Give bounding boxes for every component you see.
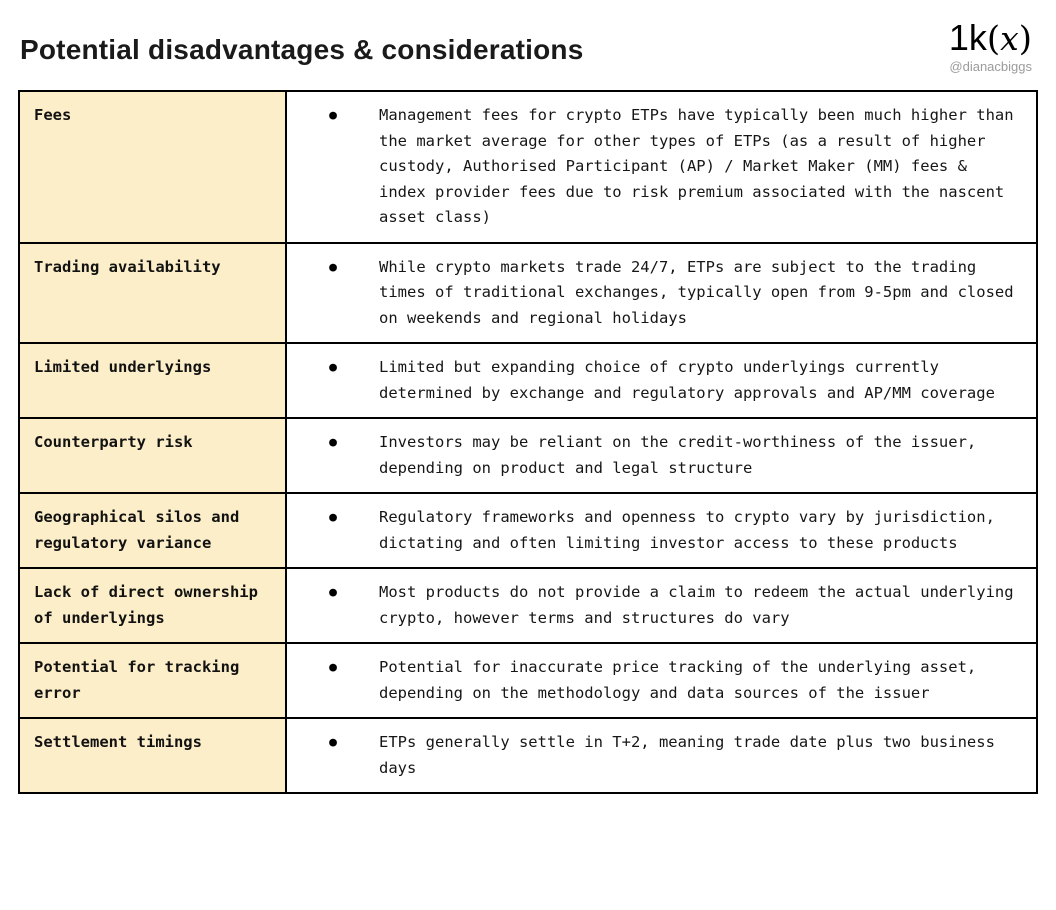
row-label: Lack of direct ownership of underlyings (20, 569, 287, 642)
disadvantages-table: Fees ● Management fees for crypto ETPs h… (18, 90, 1038, 794)
row-description: ● Investors may be reliant on the credit… (287, 419, 1036, 492)
row-description-text: Most products do not provide a claim to … (379, 583, 1014, 627)
row-description: ● Potential for inaccurate price trackin… (287, 644, 1036, 717)
row-label: Trading availability (20, 243, 287, 342)
row-description-text: While crypto markets trade 24/7, ETPs ar… (379, 257, 1014, 327)
1kx-logo: 1k(x) (948, 17, 1032, 59)
table-row-fees: Fees ● Management fees for crypto ETPs h… (20, 92, 1036, 244)
logo-close-paren: ) (1018, 19, 1032, 59)
row-description: ● ETPs generally settle in T+2, meaning … (287, 719, 1036, 792)
row-description-text: Limited but expanding choice of crypto u… (379, 358, 995, 402)
row-label: Fees (20, 92, 287, 242)
table-row-trading-availability: Trading availability ● While crypto mark… (20, 243, 1036, 344)
bullet-icon: ● (329, 735, 337, 750)
row-label: Settlement timings (20, 719, 287, 792)
table-row-geographical-silos: Geographical silos and regulatory varian… (20, 494, 1036, 569)
logo-text-1k: 1k (948, 17, 987, 58)
page-title: Potential disadvantages & considerations (20, 34, 584, 65)
row-label: Limited underlyings (20, 344, 287, 417)
logo-open-paren: ( (986, 19, 1001, 59)
row-description-text: ETPs generally settle in T+2, meaning tr… (379, 733, 995, 777)
row-label: Potential for tracking error (20, 644, 287, 717)
row-label: Geographical silos and regulatory varian… (20, 494, 287, 567)
table-row-limited-underlyings: Limited underlyings ● Limited but expand… (20, 344, 1036, 419)
slide-header: Potential disadvantages & considerations… (18, 14, 1038, 90)
bullet-icon: ● (329, 435, 337, 450)
row-description: ● While crypto markets trade 24/7, ETPs … (287, 243, 1036, 342)
table-row-settlement-timings: Settlement timings ● ETPs generally sett… (20, 719, 1036, 792)
table-row-counterparty-risk: Counterparty risk ● Investors may be rel… (20, 419, 1036, 494)
brand-block: 1k(x) @dianacbiggs (948, 17, 1036, 75)
row-label: Counterparty risk (20, 419, 287, 492)
row-description: ● Limited but expanding choice of crypto… (287, 344, 1036, 417)
row-description: ● Management fees for crypto ETPs have t… (287, 92, 1036, 242)
table-row-lack-of-direct-ownership: Lack of direct ownership of underlyings … (20, 569, 1036, 644)
bullet-icon: ● (329, 259, 337, 275)
row-description-text: Regulatory frameworks and openness to cr… (379, 508, 995, 552)
row-description-text: Management fees for crypto ETPs have typ… (379, 106, 1014, 226)
row-description: ● Regulatory frameworks and openness to … (287, 494, 1036, 567)
table-row-tracking-error: Potential for tracking error ● Potential… (20, 644, 1036, 719)
row-description-text: Investors may be reliant on the credit-w… (379, 433, 977, 477)
bullet-icon: ● (329, 585, 337, 600)
bullet-icon: ● (329, 510, 337, 525)
author-handle: @dianacbiggs (949, 59, 1032, 74)
bullet-icon: ● (329, 108, 337, 123)
bullet-icon: ● (329, 360, 337, 375)
logo-x: x (1000, 19, 1019, 58)
bullet-icon: ● (329, 660, 337, 675)
row-description-text: Potential for inaccurate price tracking … (379, 658, 977, 702)
row-description: ● Most products do not provide a claim t… (287, 569, 1036, 642)
